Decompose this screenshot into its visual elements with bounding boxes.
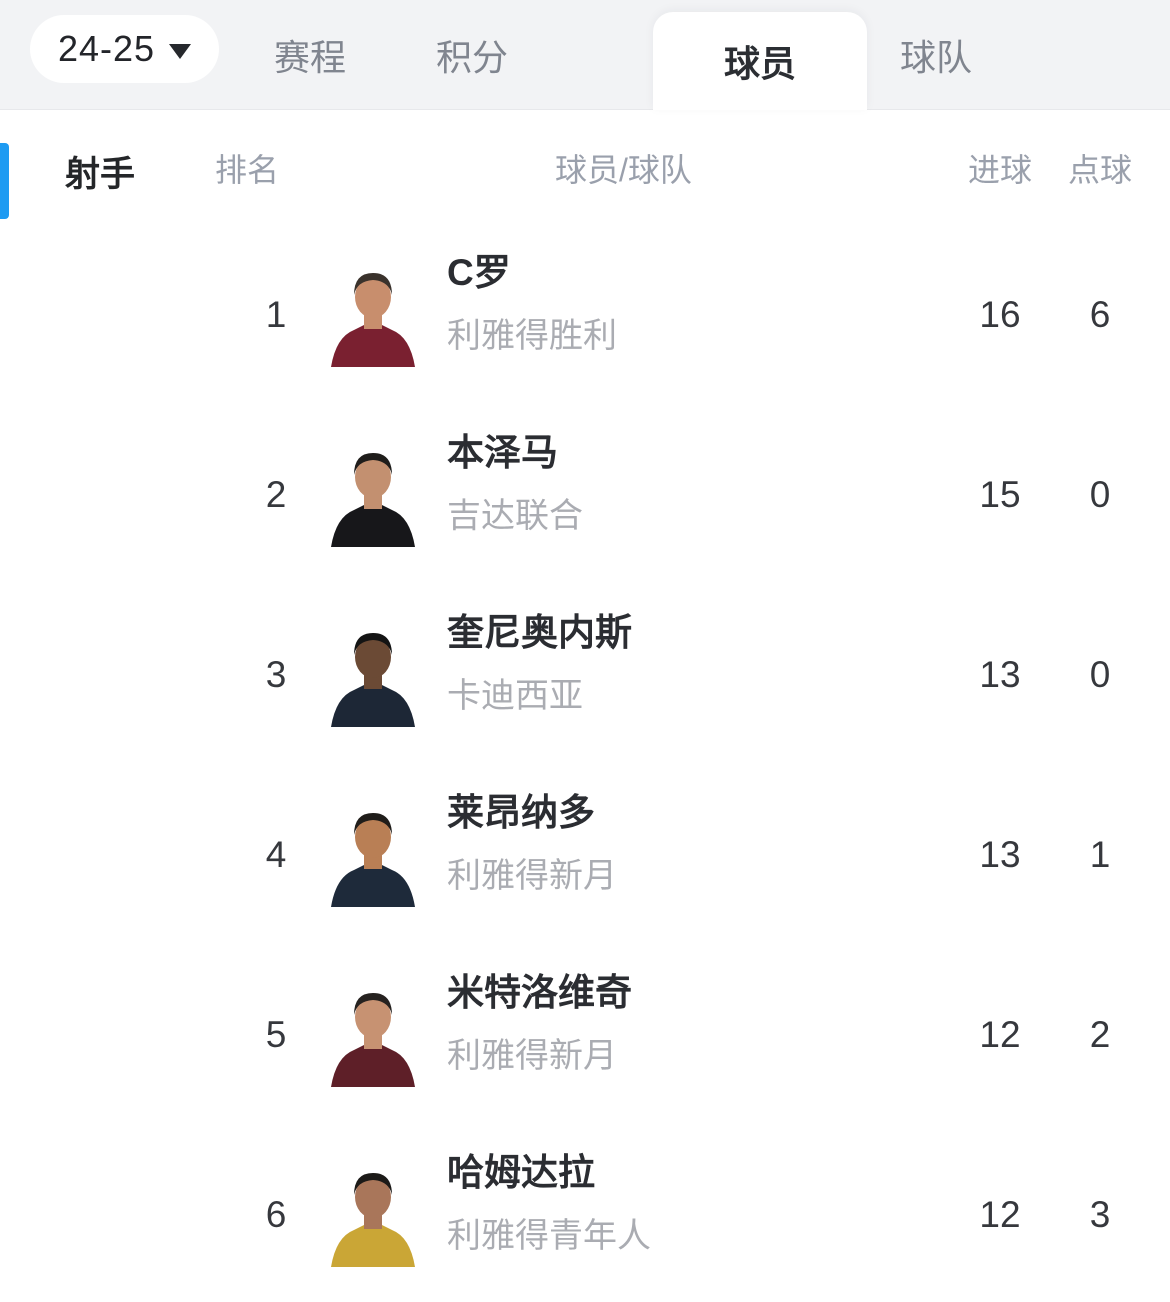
table-row[interactable]: 3 奎尼奥内斯 卡迪西亚 13 0 xyxy=(0,585,1170,765)
tab-standings[interactable]: 积分 xyxy=(435,37,508,78)
table-row[interactable]: 4 莱昂纳多 利雅得新月 13 1 xyxy=(0,765,1170,945)
rank-value: 6 xyxy=(265,1194,287,1235)
header-penalties: 点球 xyxy=(1067,151,1132,188)
player-name: 莱昂纳多 xyxy=(447,792,595,833)
player-team: 利雅得青年人 xyxy=(447,1217,651,1255)
goals-value: 12 xyxy=(979,1014,1021,1055)
penalties-value: 6 xyxy=(1089,294,1111,335)
season-selector[interactable]: 24-25 xyxy=(30,15,220,83)
player-team: 吉达联合 xyxy=(447,497,583,535)
goals-value: 13 xyxy=(979,834,1021,875)
penalties-value: 0 xyxy=(1089,474,1111,515)
table-row[interactable]: 6 哈姆达拉 利雅得青年人 12 3 xyxy=(0,1125,1170,1302)
tab-teams[interactable]: 球队 xyxy=(899,37,972,78)
player-info: 哈姆达拉 利雅得青年人 xyxy=(447,1151,651,1257)
player-avatar xyxy=(323,1163,423,1267)
player-team: 卡迪西亚 xyxy=(447,677,583,715)
table-row[interactable]: 2 本泽马 吉达联合 15 0 xyxy=(0,405,1170,585)
season-label: 24-25 xyxy=(58,28,156,69)
goals-value: 13 xyxy=(979,654,1021,695)
player-info: 莱昂纳多 利雅得新月 xyxy=(447,791,617,897)
rank-value: 3 xyxy=(265,654,287,695)
player-name: 奎尼奥内斯 xyxy=(447,612,632,653)
tab-schedule[interactable]: 赛程 xyxy=(273,37,346,78)
chevron-down-icon xyxy=(169,43,192,59)
player-info: C罗 利雅得胜利 xyxy=(447,251,617,357)
header-goals: 进球 xyxy=(967,151,1032,188)
player-name: 哈姆达拉 xyxy=(447,1152,595,1193)
rank-value: 2 xyxy=(265,474,287,515)
player-list: 1 C罗 利雅得胜利 16 6 2 本泽马 吉达联合 15 0 3 xyxy=(0,225,1170,1302)
player-team: 利雅得胜利 xyxy=(447,317,617,355)
penalties-value: 2 xyxy=(1089,1014,1111,1055)
player-avatar xyxy=(323,263,423,367)
goals-value: 12 xyxy=(979,1194,1021,1235)
goals-value: 15 xyxy=(979,474,1021,515)
player-team: 利雅得新月 xyxy=(447,857,617,895)
player-avatar xyxy=(323,623,423,727)
player-info: 奎尼奥内斯 卡迪西亚 xyxy=(447,611,632,717)
player-avatar xyxy=(323,803,423,907)
sidebar-item-label: 射手 xyxy=(64,155,135,194)
player-name: C罗 xyxy=(447,252,511,293)
rank-value: 4 xyxy=(265,834,287,875)
header-player-team: 球员/球队 xyxy=(555,151,692,188)
table-row[interactable]: 5 米特洛维奇 利雅得新月 12 2 xyxy=(0,945,1170,1125)
penalties-value: 3 xyxy=(1089,1194,1111,1235)
player-info: 本泽马 吉达联合 xyxy=(447,431,583,537)
player-info: 米特洛维奇 利雅得新月 xyxy=(447,971,632,1077)
player-avatar xyxy=(323,983,423,1087)
goals-value: 16 xyxy=(979,294,1021,335)
player-name: 本泽马 xyxy=(447,432,558,473)
header-rank: 排名 xyxy=(215,151,280,188)
top-tab-bar: 24-25 赛程 积分 球员 球队 xyxy=(0,0,1170,110)
table-row[interactable]: 1 C罗 利雅得胜利 16 6 xyxy=(0,225,1170,405)
player-avatar xyxy=(323,443,423,547)
penalties-value: 0 xyxy=(1089,654,1111,695)
penalties-value: 1 xyxy=(1089,834,1111,875)
active-indicator-bar xyxy=(0,143,9,219)
rank-value: 1 xyxy=(265,294,287,335)
player-name: 米特洛维奇 xyxy=(447,972,632,1013)
player-team: 利雅得新月 xyxy=(447,1037,617,1075)
tab-players-active[interactable]: 球员 xyxy=(653,12,867,110)
rank-value: 5 xyxy=(265,1014,287,1055)
